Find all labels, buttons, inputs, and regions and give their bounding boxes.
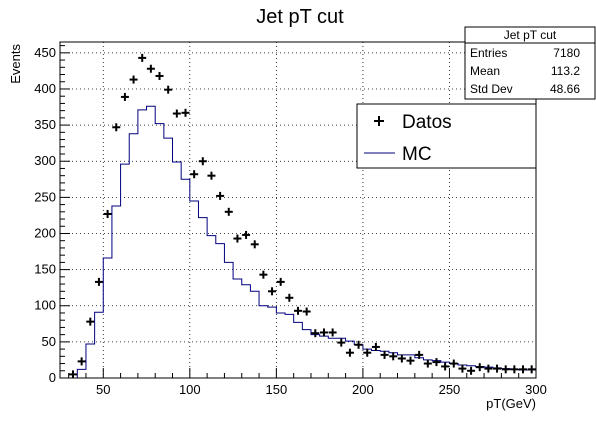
data-point <box>337 338 346 347</box>
data-point <box>172 109 181 118</box>
legend-mc-label: MC <box>402 144 432 165</box>
data-point <box>181 108 190 117</box>
stats-stddev-label: Std Dev <box>470 82 513 96</box>
data-point <box>120 92 129 101</box>
x-tick-label: 250 <box>439 382 461 397</box>
x-tick-label: 200 <box>352 382 374 397</box>
data-point <box>484 364 493 373</box>
data-point <box>449 359 458 368</box>
data-point <box>207 171 216 180</box>
y-tick-label: 100 <box>34 298 56 313</box>
data-point <box>276 277 285 286</box>
y-tick-label: 450 <box>34 45 56 60</box>
x-tick-label: 50 <box>96 382 110 397</box>
data-point <box>294 306 302 315</box>
plot-frame <box>59 41 537 379</box>
data-point <box>68 370 77 379</box>
data-point <box>250 240 259 249</box>
y-tick-label: 300 <box>34 153 56 168</box>
data-point <box>224 207 233 216</box>
data-point <box>501 365 510 374</box>
data-point <box>216 191 225 200</box>
data-point <box>363 348 372 357</box>
data-point <box>493 364 502 373</box>
data-point <box>86 317 95 326</box>
data-point <box>302 307 311 316</box>
y-axis-label: Events <box>8 44 23 84</box>
axes: 50 100 150 200 250 300 0 50 100 150 200 250 300 350 40… <box>34 45 547 397</box>
data-point <box>94 277 103 286</box>
stats-mean-value: 113.2 <box>551 64 580 78</box>
y-tick-label: 150 <box>34 262 56 277</box>
data-point <box>441 362 450 371</box>
legend: Datos MC <box>356 103 537 169</box>
data-point <box>423 359 432 368</box>
stats-entries-label: Entries <box>470 46 507 60</box>
stats-box-frame <box>464 26 596 100</box>
data-point <box>380 350 389 359</box>
data-point <box>112 123 121 132</box>
data-point <box>510 365 519 374</box>
data-point <box>467 366 476 375</box>
data-point <box>475 363 484 372</box>
data-point <box>129 75 138 84</box>
y-tick-label: 200 <box>34 225 56 240</box>
data-point <box>155 71 164 80</box>
stats-mean-label: Mean <box>470 64 500 78</box>
stats-box: Jet pT cut Entries 7180 Mean 113.2 Std D… <box>464 26 596 100</box>
data-point <box>432 358 441 367</box>
legend-frame <box>356 103 537 169</box>
data-point <box>319 328 328 337</box>
stats-entries-value: 7180 <box>553 46 580 60</box>
data-point <box>190 170 199 179</box>
data-point <box>285 293 294 302</box>
data-point <box>371 342 380 351</box>
data-point <box>406 356 415 365</box>
y-tick-label: 250 <box>34 189 56 204</box>
y-tick-label: 0 <box>49 370 56 385</box>
legend-datos-label: Datos <box>402 112 452 133</box>
x-tick-label: 100 <box>179 382 201 397</box>
data-point <box>354 340 363 349</box>
data-point <box>268 287 277 296</box>
y-tick-label: 350 <box>34 117 56 132</box>
chart-title: Jet pT cut <box>256 6 344 28</box>
data-point <box>242 230 251 239</box>
x-tick-label: 300 <box>525 382 547 397</box>
data-point <box>311 329 320 338</box>
data-point <box>328 328 337 337</box>
stats-stddev-value: 48.66 <box>550 82 580 96</box>
data-point <box>415 350 424 359</box>
data-point <box>164 85 173 94</box>
data-point <box>389 352 398 361</box>
data-point <box>198 157 207 166</box>
data-points <box>68 53 536 379</box>
data-point <box>345 348 354 357</box>
data-point <box>77 357 86 366</box>
legend-datos-marker <box>374 116 384 126</box>
data-point <box>458 364 467 373</box>
x-tick-label: 150 <box>266 382 288 397</box>
data-point <box>103 209 112 218</box>
x-axis-label: pT(GeV) <box>486 396 536 411</box>
stats-box-title: Jet pT cut <box>504 28 557 42</box>
data-point <box>397 354 406 363</box>
data-point <box>233 234 242 243</box>
data-point <box>259 270 268 279</box>
y-tick-label: 50 <box>42 334 56 349</box>
data-point <box>146 64 155 73</box>
data-point <box>527 365 536 374</box>
y-tick-label: 400 <box>34 81 56 96</box>
data-point <box>519 365 528 374</box>
data-point <box>138 53 147 62</box>
